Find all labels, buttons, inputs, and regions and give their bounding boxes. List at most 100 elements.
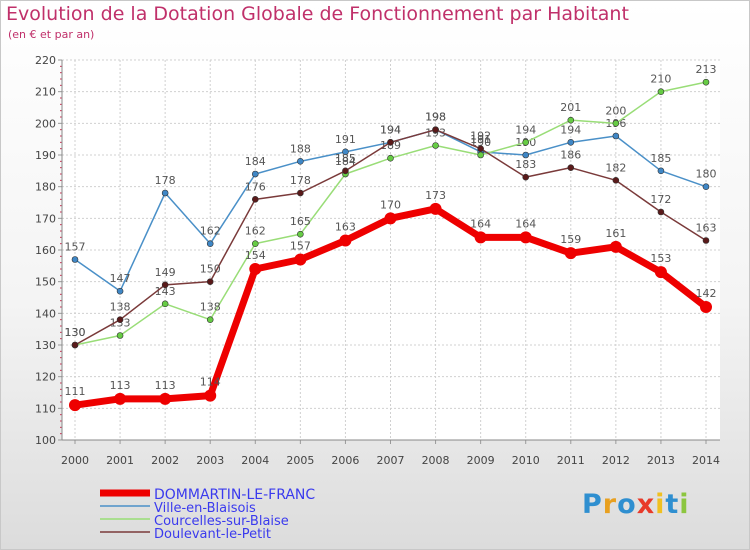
data-label-doulevant-le-petit: 198 (425, 111, 446, 124)
data-point-dommartin-le-franc (384, 212, 397, 225)
x-tick-label: 2001 (106, 454, 134, 467)
data-label-doulevant-le-petit: 150 (200, 263, 221, 276)
data-label-doulevant-le-petit: 183 (515, 158, 536, 171)
x-tick-label: 2006 (331, 454, 359, 467)
data-point-courcelles-sur-blaise (387, 154, 394, 162)
data-label-dommartin-le-franc: 163 (335, 221, 356, 234)
logo-letter: r (602, 489, 618, 520)
logo-letter: t (665, 489, 680, 520)
legend-label-doulevant-le-petit: Doulevant-le-Petit (154, 527, 271, 542)
data-point-doulevant-le-petit (251, 196, 259, 203)
data-label-courcelles-sur-blaise: 200 (605, 104, 626, 117)
x-tick-label: 2007 (377, 454, 405, 467)
data-point-dommartin-le-franc (339, 234, 352, 247)
data-label-courcelles-sur-blaise: 130 (65, 326, 86, 339)
data-label-doulevant-le-petit: 172 (650, 193, 671, 206)
data-point-dommartin-le-franc (69, 399, 81, 412)
data-point-courcelles-sur-blaise (522, 139, 530, 146)
data-point-doulevant-le-petit (297, 189, 304, 197)
data-point-courcelles-sur-blaise (432, 142, 439, 149)
data-label-ville-en-blaisois: 147 (110, 272, 131, 285)
data-point-dommartin-le-franc (474, 231, 487, 244)
data-point-ville-en-blaisois (251, 170, 259, 178)
y-tick-label: 150 (35, 276, 56, 289)
data-label-courcelles-sur-blaise: 165 (290, 215, 311, 228)
data-point-courcelles-sur-blaise (161, 300, 169, 308)
data-label-dommartin-le-franc: 113 (110, 379, 131, 392)
data-label-doulevant-le-petit: 149 (155, 266, 176, 279)
data-point-doulevant-le-petit (567, 164, 575, 171)
data-point-doulevant-le-petit (432, 126, 439, 133)
data-point-ville-en-blaisois (342, 148, 349, 156)
data-point-courcelles-sur-blaise (206, 316, 214, 323)
x-tick-label: 2003 (196, 454, 224, 467)
data-point-dommartin-le-franc (609, 240, 622, 253)
data-point-ville-en-blaisois (116, 287, 124, 295)
x-tick-label: 2002 (151, 454, 179, 467)
data-label-doulevant-le-petit: 130 (65, 326, 86, 339)
y-tick-label: 220 (35, 54, 56, 67)
data-label-doulevant-le-petit: 138 (110, 301, 131, 314)
legend-label-dommartin-le-franc: DOMMARTIN-LE-FRANC (154, 487, 315, 503)
data-point-courcelles-sur-blaise (702, 78, 710, 86)
data-label-dommartin-le-franc: 173 (425, 189, 446, 202)
proxiti-logo: Proxiti (582, 489, 690, 520)
data-point-dommartin-le-franc (429, 202, 442, 215)
data-label-courcelles-sur-blaise: 213 (696, 63, 717, 76)
data-point-ville-en-blaisois (567, 139, 575, 146)
data-point-doulevant-le-petit (116, 316, 124, 323)
y-tick-label: 160 (35, 244, 56, 257)
x-tick-label: 2013 (647, 454, 675, 467)
y-tick-label: 140 (35, 307, 56, 320)
x-tick-label: 2014 (692, 454, 720, 467)
data-point-courcelles-sur-blaise (567, 116, 575, 124)
data-label-doulevant-le-petit: 185 (335, 152, 356, 165)
data-label-dommartin-le-franc: 154 (245, 249, 266, 262)
data-label-ville-en-blaisois: 185 (650, 152, 671, 165)
data-point-ville-en-blaisois (612, 132, 620, 140)
data-point-ville-en-blaisois (297, 158, 304, 165)
data-label-courcelles-sur-blaise: 162 (245, 225, 266, 238)
data-point-ville-en-blaisois (71, 256, 79, 263)
data-label-ville-en-blaisois: 157 (65, 241, 86, 254)
data-label-doulevant-le-petit: 182 (605, 161, 626, 174)
data-point-dommartin-le-franc (159, 392, 172, 405)
data-label-doulevant-le-petit: 178 (290, 174, 311, 187)
data-point-ville-en-blaisois (206, 240, 214, 247)
data-point-doulevant-le-petit (612, 177, 620, 184)
data-point-courcelles-sur-blaise (297, 230, 304, 238)
data-label-doulevant-le-petit: 186 (560, 149, 581, 162)
y-tick-label: 100 (35, 434, 56, 447)
y-tick-label: 170 (35, 212, 56, 225)
data-point-doulevant-le-petit (161, 281, 169, 289)
data-point-ville-en-blaisois (702, 183, 710, 190)
data-label-ville-en-blaisois: 191 (335, 133, 356, 146)
data-label-ville-en-blaisois: 194 (380, 123, 401, 136)
data-point-courcelles-sur-blaise (657, 88, 665, 95)
y-tick-label: 210 (35, 86, 56, 99)
data-label-dommartin-le-franc: 161 (605, 227, 626, 240)
data-point-dommartin-le-franc (564, 247, 577, 260)
data-label-dommartin-le-franc: 111 (65, 385, 86, 398)
x-tick-label: 2004 (241, 454, 269, 467)
data-point-dommartin-le-franc (204, 389, 217, 402)
data-label-ville-en-blaisois: 162 (200, 225, 221, 238)
x-tick-label: 2005 (286, 454, 314, 467)
data-label-ville-en-blaisois: 191 (470, 133, 491, 146)
data-point-courcelles-sur-blaise (116, 332, 124, 339)
y-tick-label: 130 (35, 339, 56, 352)
x-tick-label: 2011 (557, 454, 585, 467)
x-tick-label: 2008 (422, 454, 450, 467)
data-point-dommartin-le-franc (519, 231, 532, 244)
data-point-dommartin-le-franc (654, 266, 667, 279)
data-label-courcelles-sur-blaise: 194 (515, 123, 536, 136)
data-point-dommartin-le-franc (114, 392, 127, 405)
data-label-dommartin-le-franc: 153 (650, 252, 671, 265)
data-label-dommartin-le-franc: 164 (515, 217, 536, 230)
data-point-dommartin-le-franc (700, 301, 712, 313)
data-label-courcelles-sur-blaise: 138 (200, 301, 221, 314)
data-label-courcelles-sur-blaise: 133 (110, 317, 131, 330)
logo-letter: i (655, 489, 666, 520)
data-point-doulevant-le-petit (522, 173, 530, 181)
